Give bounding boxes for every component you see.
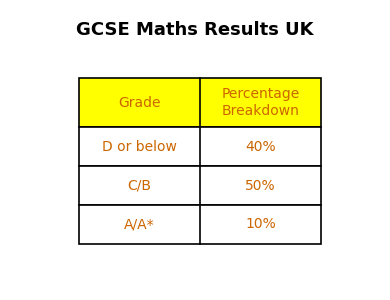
Text: C/B: C/B bbox=[128, 179, 151, 193]
Bar bbox=[79, 78, 321, 128]
Bar bbox=[79, 166, 321, 205]
Text: 40%: 40% bbox=[245, 140, 276, 154]
Text: A/A*: A/A* bbox=[124, 218, 155, 232]
Bar bbox=[79, 205, 321, 244]
Text: GCSE Maths Results UK: GCSE Maths Results UK bbox=[76, 21, 314, 39]
Text: Grade: Grade bbox=[118, 95, 161, 110]
Bar bbox=[79, 128, 321, 166]
Text: 10%: 10% bbox=[245, 218, 276, 232]
Text: 50%: 50% bbox=[245, 179, 276, 193]
Text: D or below: D or below bbox=[102, 140, 177, 154]
Text: Percentage
Breakdown: Percentage Breakdown bbox=[221, 87, 300, 118]
